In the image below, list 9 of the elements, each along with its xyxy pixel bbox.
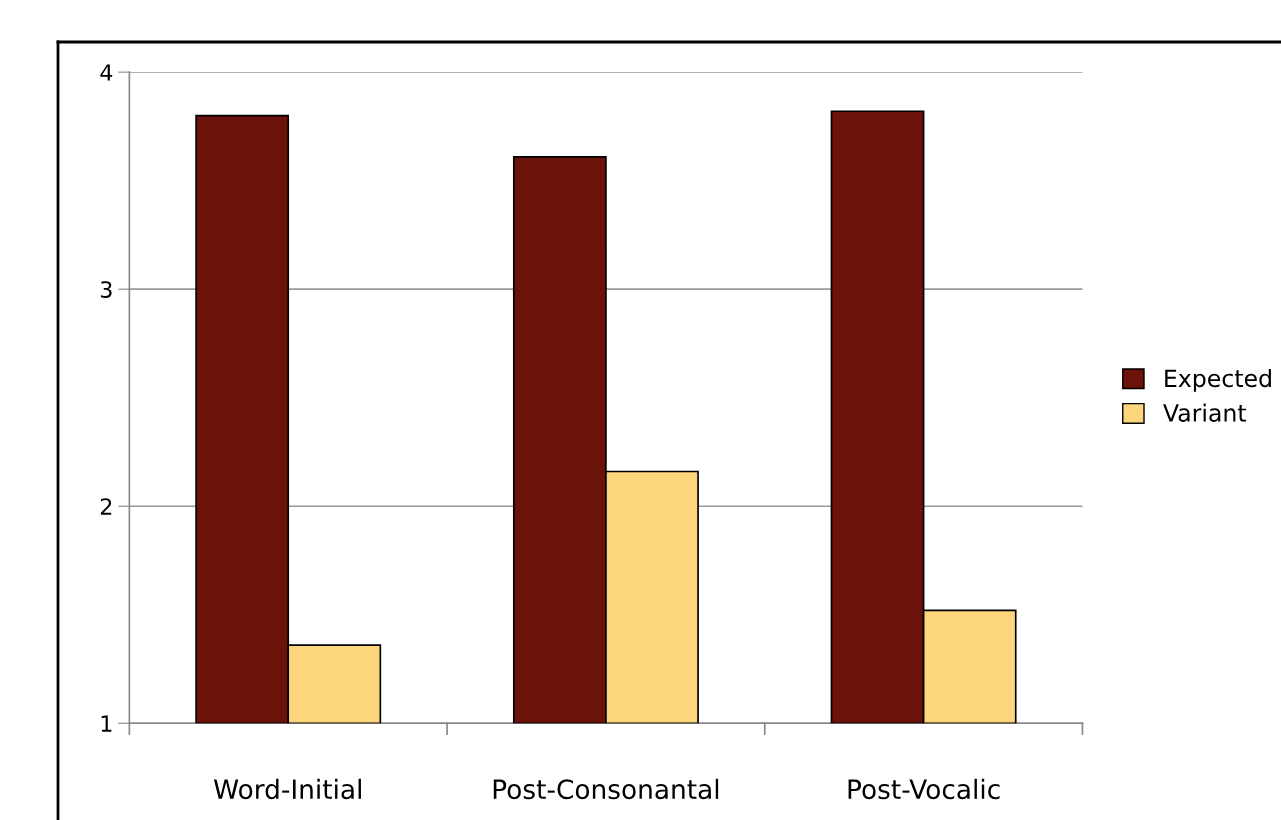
x-tick-label: Post-Consonantal [493, 778, 719, 800]
y-tick-label: 4 [100, 64, 113, 81]
x-tick-label: Post-Vocalic [848, 778, 1000, 800]
legend-label: Expected [1165, 368, 1271, 392]
y-tick-label: 2 [100, 498, 112, 515]
legend-label: Variant [1163, 403, 1247, 422]
y-tick-label: 3 [100, 281, 112, 298]
x-tick-label: Word-Initial [213, 778, 361, 800]
y-tick-label: 1 [101, 715, 112, 732]
